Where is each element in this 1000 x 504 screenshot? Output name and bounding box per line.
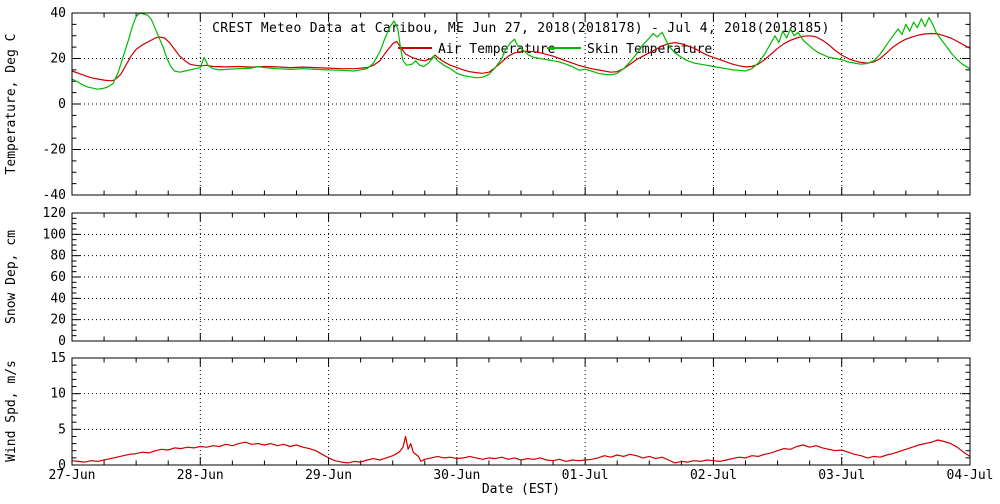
- y-tick-label: 20: [50, 52, 66, 67]
- y-tick-label: -40: [43, 188, 66, 203]
- x-tick-label: 02-Jul: [690, 468, 737, 483]
- x-tick-label: 29-Jun: [305, 468, 352, 483]
- y-tick-label: 15: [50, 351, 66, 366]
- panel-border: [71, 212, 971, 342]
- x-tick-label: 27-Jun: [49, 468, 96, 483]
- y-tick-label: 100: [43, 227, 66, 242]
- y-tick-label: 60: [50, 270, 66, 285]
- y-tick-label: 0: [58, 334, 66, 349]
- y-tick-label: -20: [43, 143, 66, 158]
- y-tick-label: 0: [58, 458, 66, 473]
- panel-border: [71, 357, 971, 466]
- snow-depth-y-axis-label: Snow Dep, cm: [4, 230, 19, 324]
- y-tick-label: 40: [50, 6, 66, 21]
- air-temperature-line: [71, 32, 971, 82]
- wind-speed-y-axis-label: Wind Spd, m/s: [4, 360, 19, 462]
- y-tick-label: 40: [50, 291, 66, 306]
- air-temperature-legend-label: Air Temperature: [438, 42, 556, 57]
- x-tick-label: 01-Jul: [562, 468, 609, 483]
- x-tick-label: 03-Jul: [818, 468, 865, 483]
- temperature-y-axis-label: Temperature, Deg C: [4, 34, 19, 175]
- y-tick-label: 80: [50, 249, 66, 264]
- x-tick-label: 30-Jun: [433, 468, 480, 483]
- skin-temperature-legend-label: Skin Temperature: [587, 42, 712, 57]
- x-axis-label: Date (EST): [482, 482, 560, 497]
- y-tick-label: 120: [43, 206, 66, 221]
- skin-temperature-line: [71, 12, 971, 90]
- wind-speed-panel: 15 10 5 027-Jun 28-Jun 29-Jun 30-Jun 01-Jul 02-J…: [49, 351, 994, 483]
- wind-speed-line: [71, 435, 971, 464]
- chart-title: CREST Meteo Data at Caribou, ME Jun 27, …: [212, 21, 830, 36]
- x-tick-label: 28-Jun: [177, 468, 224, 483]
- y-tick-label: 10: [50, 387, 66, 402]
- panel-border: [71, 12, 971, 196]
- y-tick-label: 0: [58, 97, 66, 112]
- y-tick-label: 5: [58, 422, 66, 437]
- y-tick-label: 20: [50, 313, 66, 328]
- temperature-panel: 40 20 0 -20 -40: [43, 6, 971, 203]
- x-tick-label: 04-Jul: [947, 468, 994, 483]
- snow-depth-panel: 120 100 80 60 40 20 0: [43, 206, 971, 349]
